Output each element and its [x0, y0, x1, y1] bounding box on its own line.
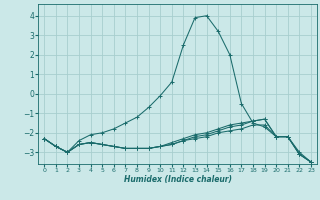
X-axis label: Humidex (Indice chaleur): Humidex (Indice chaleur)	[124, 175, 232, 184]
